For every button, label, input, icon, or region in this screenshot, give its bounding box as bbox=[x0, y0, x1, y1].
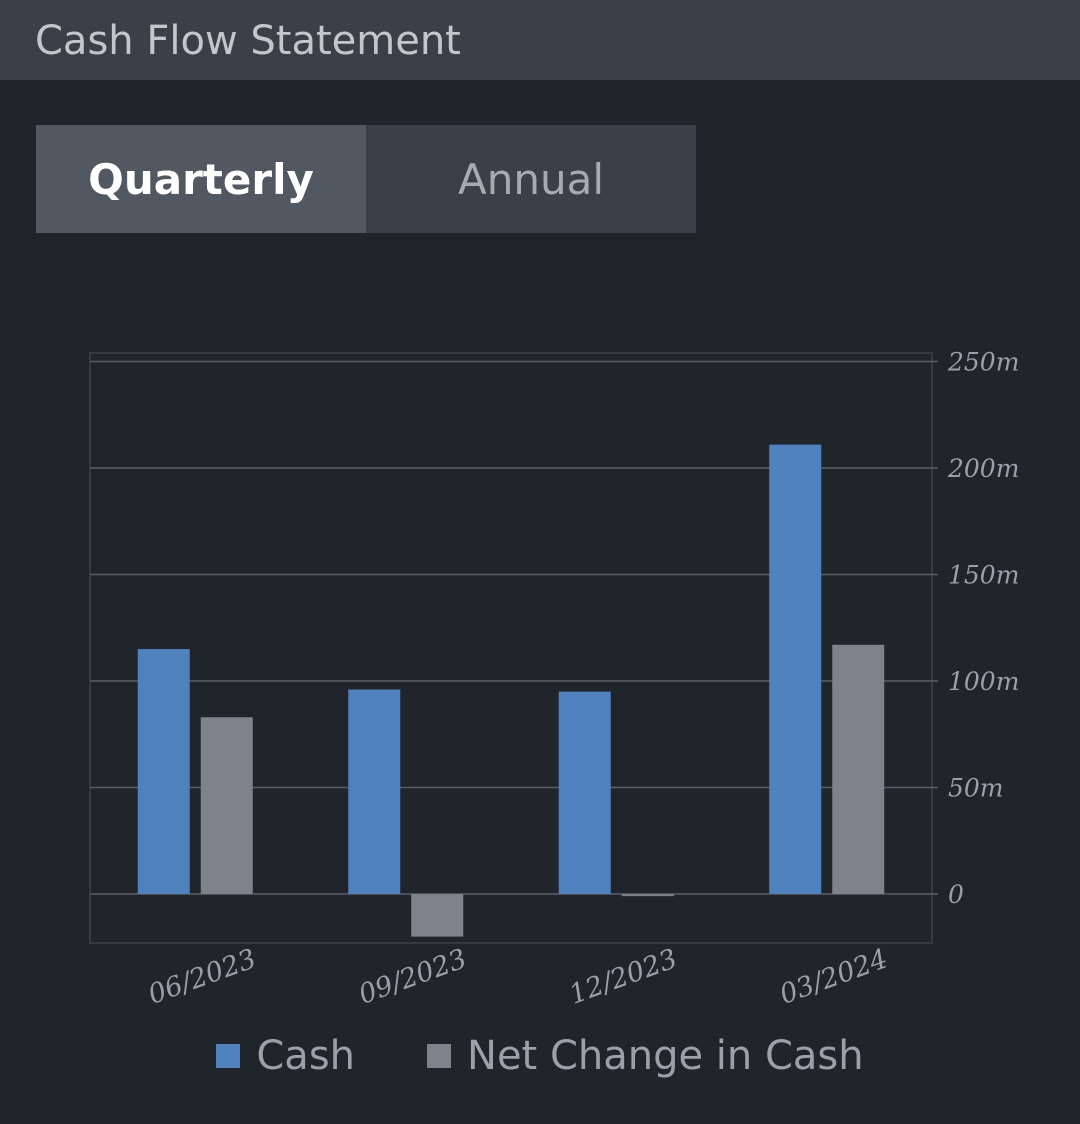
plot-area bbox=[89, 352, 933, 944]
legend-label-cash: Cash bbox=[256, 1033, 356, 1079]
x-tick-label: 03/2024 bbox=[776, 943, 892, 1010]
period-tabs: Quarterly Annual bbox=[36, 125, 696, 233]
legend-swatch-net-change bbox=[427, 1044, 452, 1068]
legend-item-cash: Cash bbox=[216, 1033, 355, 1079]
bar-net-change bbox=[200, 717, 253, 895]
y-tick-label: 200m bbox=[947, 454, 1019, 483]
tab-quarterly[interactable]: Quarterly bbox=[36, 125, 366, 233]
cash-flow-chart: 0 50m 100m 150m 200m 250m 06/2023 09/2023 12/202… bbox=[89, 348, 1019, 1011]
bar-net-change bbox=[411, 894, 464, 937]
bar-cash bbox=[348, 689, 401, 895]
y-tick-label: 150m bbox=[948, 561, 1019, 590]
y-tick-label: 100m bbox=[948, 667, 1019, 696]
legend-item-net-change: Net Change in Cash bbox=[427, 1033, 864, 1079]
header-bar: Cash Flow Statement bbox=[0, 0, 1080, 80]
tab-annual[interactable]: Annual bbox=[366, 125, 696, 233]
y-tick-label: 50m bbox=[948, 774, 1004, 803]
x-tick-label: 06/2023 bbox=[144, 943, 260, 1010]
legend-swatch-cash bbox=[216, 1044, 241, 1068]
x-tick-label: 09/2023 bbox=[355, 943, 471, 1010]
bar-cash bbox=[769, 444, 822, 895]
page-title: Cash Flow Statement bbox=[35, 18, 461, 64]
y-tick-label: 250m bbox=[947, 348, 1019, 377]
legend-label-net-change: Net Change in Cash bbox=[467, 1033, 864, 1079]
bar-cash bbox=[137, 649, 190, 895]
bar-net-change bbox=[621, 894, 674, 897]
bar-net-change bbox=[832, 644, 885, 895]
y-tick-label: 0 bbox=[948, 880, 964, 909]
bar-cash bbox=[558, 691, 611, 895]
chart-legend: Cash Net Change in Cash bbox=[0, 1030, 1080, 1082]
x-tick-label: 12/2023 bbox=[565, 943, 681, 1010]
